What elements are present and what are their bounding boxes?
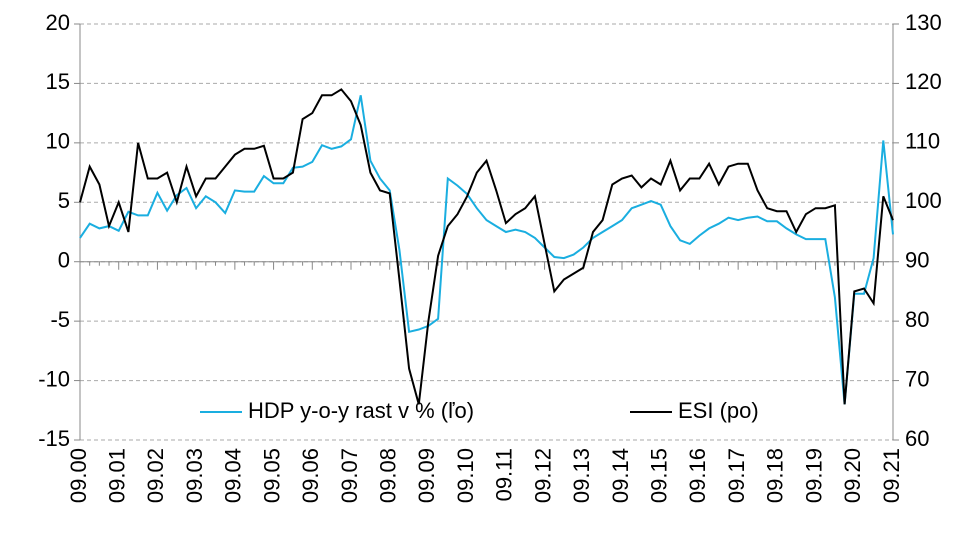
y-tick-label: -10 bbox=[38, 366, 70, 391]
x-tick-label: 09.01 bbox=[105, 448, 130, 503]
y-tick-label: -15 bbox=[38, 426, 70, 451]
y2-tick-label: 120 bbox=[905, 69, 942, 94]
y-tick-label: 5 bbox=[58, 188, 70, 213]
legend-label: HDP y-o-y rast v % (ľo) bbox=[248, 398, 474, 423]
x-tick-label: 09.09 bbox=[414, 448, 439, 503]
x-tick-label: 09.04 bbox=[221, 448, 246, 503]
series-line bbox=[79, 95, 894, 405]
x-tick-label: 09.14 bbox=[608, 448, 633, 503]
x-tick-label: 09.02 bbox=[143, 448, 168, 503]
y-tick-label: 20 bbox=[46, 10, 70, 35]
x-tick-label: 09.16 bbox=[685, 448, 710, 503]
x-tick-label: 09.20 bbox=[840, 448, 865, 503]
y-tick-label: 15 bbox=[46, 69, 70, 94]
x-tick-label: 09.05 bbox=[259, 448, 284, 503]
y2-tick-label: 100 bbox=[905, 188, 942, 213]
y2-tick-label: 80 bbox=[905, 307, 929, 332]
x-tick-label: 09.15 bbox=[647, 448, 672, 503]
y2-tick-label: 70 bbox=[905, 366, 929, 391]
y2-tick-label: 60 bbox=[905, 426, 929, 451]
y2-tick-label: 90 bbox=[905, 248, 929, 273]
x-tick-label: 09.11 bbox=[492, 448, 517, 501]
x-tick-label: 09.07 bbox=[337, 448, 362, 503]
x-tick-label: 09.00 bbox=[66, 448, 91, 503]
legend-label: ESI (po) bbox=[678, 398, 759, 423]
x-tick-label: 09.19 bbox=[801, 448, 826, 503]
y-tick-label: 10 bbox=[46, 129, 70, 154]
x-tick-label: 09.18 bbox=[763, 448, 788, 503]
y-tick-label: -5 bbox=[50, 307, 70, 332]
y2-tick-label: 130 bbox=[905, 10, 942, 35]
x-tick-label: 09.03 bbox=[182, 448, 207, 503]
y2-tick-label: 110 bbox=[905, 129, 940, 154]
y-tick-label: 0 bbox=[58, 248, 70, 273]
x-tick-label: 09.12 bbox=[530, 448, 555, 503]
x-tick-label: 09.06 bbox=[298, 448, 323, 503]
x-tick-label: 09.08 bbox=[376, 448, 401, 503]
x-tick-label: 09.13 bbox=[569, 448, 594, 503]
x-tick-label: 09.21 bbox=[879, 448, 904, 503]
x-tick-label: 09.17 bbox=[724, 448, 749, 503]
x-tick-label: 09.10 bbox=[453, 448, 478, 503]
series-line bbox=[79, 88, 894, 405]
